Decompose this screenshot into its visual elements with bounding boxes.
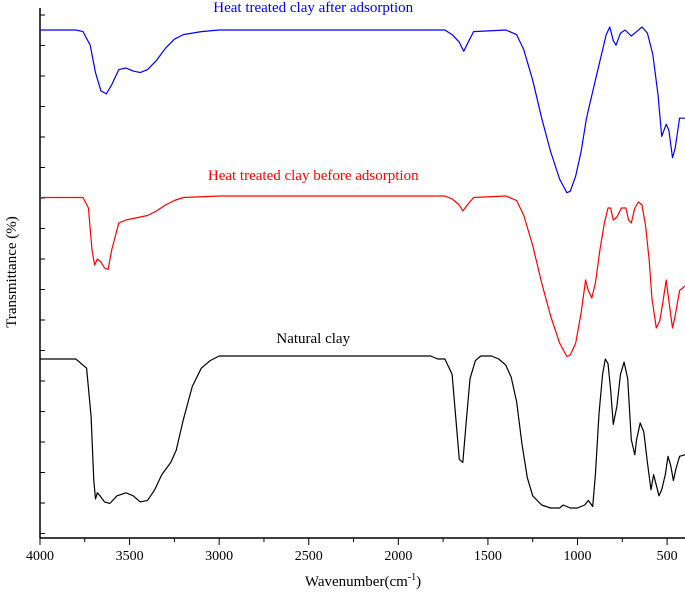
- x-axis-label-exponent: -1: [408, 572, 416, 583]
- x-tick-label: 3000: [205, 549, 233, 564]
- x-tick-label: 500: [657, 549, 678, 564]
- series-label-heat-treated-clay-after-adsorption: Heat treated clay after adsorption: [213, 0, 413, 16]
- x-axis-label-close: ): [416, 574, 421, 590]
- series-lines: [40, 26, 685, 509]
- y-axis-label: Transmittance (%): [4, 216, 20, 328]
- series-label-natural-clay: Natural clay: [276, 331, 350, 347]
- x-tick-label: 4000: [26, 549, 54, 564]
- x-axis-label-text: Wavenumber(cm: [305, 574, 408, 590]
- x-tick-label: 1000: [564, 549, 592, 564]
- y-axis-ticks: [40, 14, 45, 534]
- x-tick-label: 3500: [116, 549, 144, 564]
- series-line-natural-clay: [40, 355, 685, 509]
- series-line-heat-treated-clay-after-adsorption: [40, 26, 685, 194]
- x-tick-label: 1500: [474, 549, 502, 564]
- series-labels: Heat treated clay after adsorption Heat t…: [208, 0, 419, 347]
- x-tick-label: 2500: [295, 549, 323, 564]
- x-tick-label: 2000: [384, 549, 412, 564]
- x-axis-label: Wavenumber(cm-1): [305, 572, 421, 590]
- x-axis-ticks: 4000 3500 3000 2500 2000 1500 1000 500: [26, 538, 678, 564]
- series-line-heat-treated-clay-before-adsorption: [40, 195, 685, 358]
- plot-axes: [39, 8, 685, 539]
- series-label-heat-treated-clay-before-adsorption: Heat treated clay before adsorption: [208, 168, 419, 184]
